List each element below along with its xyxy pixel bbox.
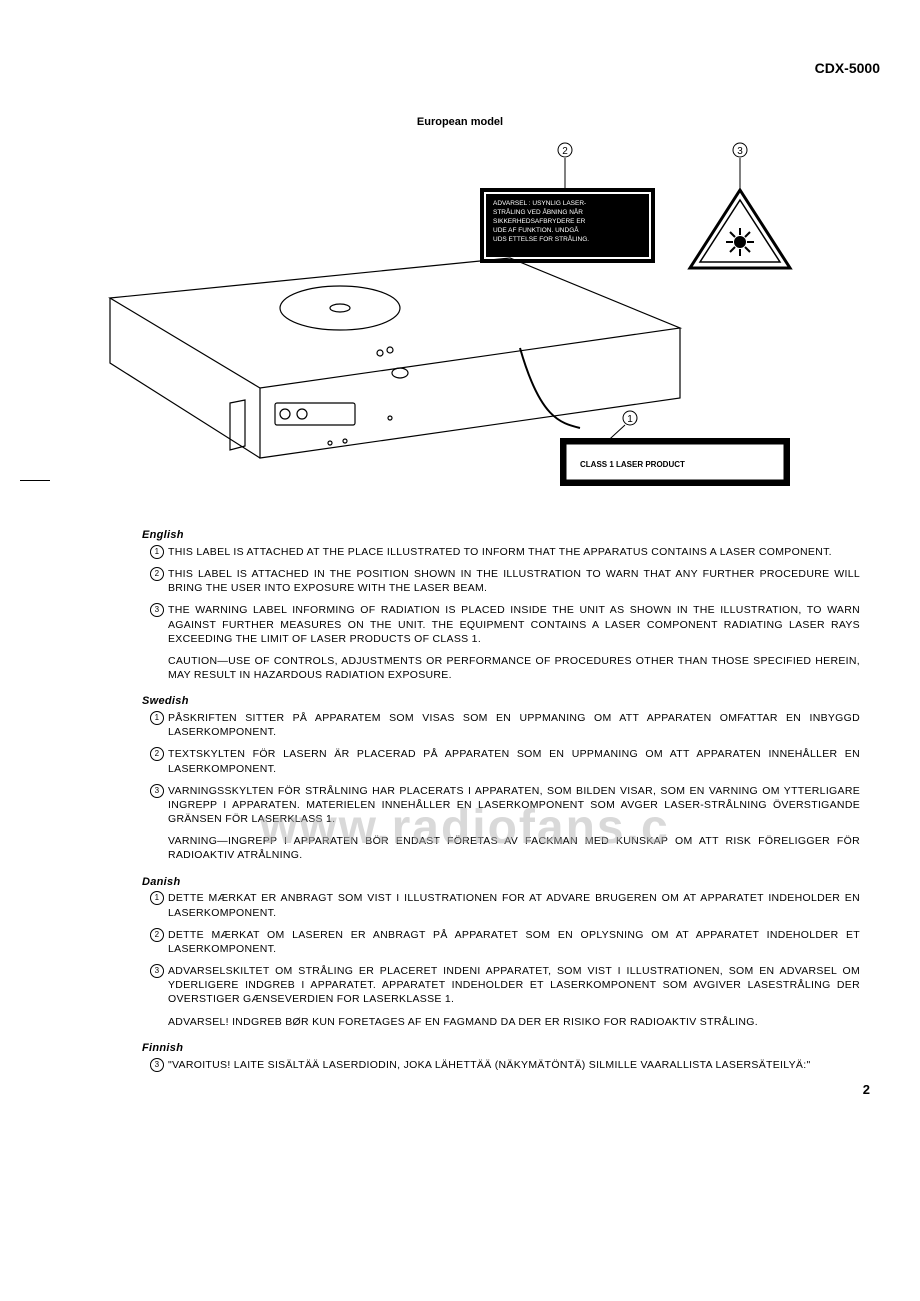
num-1-icon: 1 — [150, 891, 164, 905]
num-1-icon: 1 — [150, 545, 164, 559]
svg-text:STRÅLING VED ÅBNING NÅR: STRÅLING VED ÅBNING NÅR — [493, 207, 583, 216]
num-3-icon: 3 — [150, 784, 164, 798]
margin-dash — [20, 480, 50, 481]
svg-text:3: 3 — [737, 146, 743, 157]
num-3-icon: 3 — [150, 1058, 164, 1072]
warning-label-2: ADVARSEL : USYNLIG LASER- STRÅLING VED Å… — [480, 188, 655, 263]
subtitle: European model — [30, 116, 890, 128]
sv-item-1: 1 PÅSKRIFTEN SITTER PÅ APPARATEM SOM VIS… — [150, 711, 860, 739]
sv-item-3: 3 VARNINGSSKYLTEN FÖR STRÅLNING HAR PLAC… — [150, 784, 860, 827]
lang-finnish: Finnish — [142, 1041, 860, 1056]
svg-text:2: 2 — [562, 146, 568, 157]
svg-text:UDS ETTELSE FOR STRÅLING.: UDS ETTELSE FOR STRÅLING. — [493, 234, 589, 243]
num-3-icon: 3 — [150, 603, 164, 617]
da-item-1: 1 DETTE MÆRKAT ER ANBRAGT SOM VIST I ILL… — [150, 891, 860, 919]
da-caution: ADVARSEL! INDGREB BØR KUN FORETAGES AF E… — [150, 1015, 860, 1029]
en-item-2: 2 THIS LABEL IS ATTACHED IN THE POSITION… — [150, 567, 860, 595]
svg-text:ADVARSEL : USYNLIG LASER-: ADVARSEL : USYNLIG LASER- — [493, 200, 586, 207]
sv-caution: VARNING—INGREPP I APPARATEN BÖR ENDAST F… — [150, 834, 860, 862]
model-number: CDX-5000 — [30, 60, 890, 76]
class1-label: CLASS 1 LASER PRODUCT — [560, 438, 790, 486]
chassis-drawing — [110, 258, 680, 458]
fi-item-3: 3 "VAROITUS! LAITE SISÄLTÄÄ LASERDIODIN,… — [150, 1058, 860, 1072]
svg-text:SIKKERHEDSAFBRYDERE ER: SIKKERHEDSAFBRYDERE ER — [493, 218, 586, 225]
svg-text:UDE AF FUNKTION. UNDGÅ: UDE AF FUNKTION. UNDGÅ — [493, 225, 579, 234]
callout-2-marker: 2 — [558, 143, 572, 157]
text-content: English 1 THIS LABEL IS ATTACHED AT THE … — [30, 528, 890, 1072]
num-1-icon: 1 — [150, 711, 164, 725]
da-item-3: 3 ADVARSELSKILTET OM STRÅLING ER PLACERE… — [150, 964, 860, 1007]
laser-warning-triangle — [690, 190, 790, 268]
lang-swedish: Swedish — [142, 694, 860, 709]
product-illustration: 2 3 ADVARSEL : USYNLIG LASER- STRÅLING V… — [80, 138, 840, 498]
svg-text:CLASS 1 LASER PRODUCT: CLASS 1 LASER PRODUCT — [580, 460, 685, 469]
num-2-icon: 2 — [150, 747, 164, 761]
en-item-1: 1 THIS LABEL IS ATTACHED AT THE PLACE IL… — [150, 545, 860, 559]
callout-1-marker: 1 — [623, 411, 637, 425]
num-2-icon: 2 — [150, 567, 164, 581]
lang-danish: Danish — [142, 875, 860, 890]
num-2-icon: 2 — [150, 928, 164, 942]
sv-item-2: 2 TEXTSKYLTEN FÖR LASERN ÄR PLACERAD PÅ … — [150, 747, 860, 775]
lang-english: English — [142, 528, 860, 543]
da-item-2: 2 DETTE MÆRKAT OM LASEREN ER ANBRAGT PÅ … — [150, 928, 860, 956]
callout-3-marker: 3 — [733, 143, 747, 157]
en-caution: CAUTION—USE OF CONTROLS, ADJUSTMENTS OR … — [150, 654, 860, 682]
page-number: 2 — [30, 1082, 890, 1097]
en-item-3: 3 THE WARNING LABEL INFORMING OF RADIATI… — [150, 603, 860, 646]
num-3-icon: 3 — [150, 964, 164, 978]
svg-text:1: 1 — [627, 414, 633, 425]
